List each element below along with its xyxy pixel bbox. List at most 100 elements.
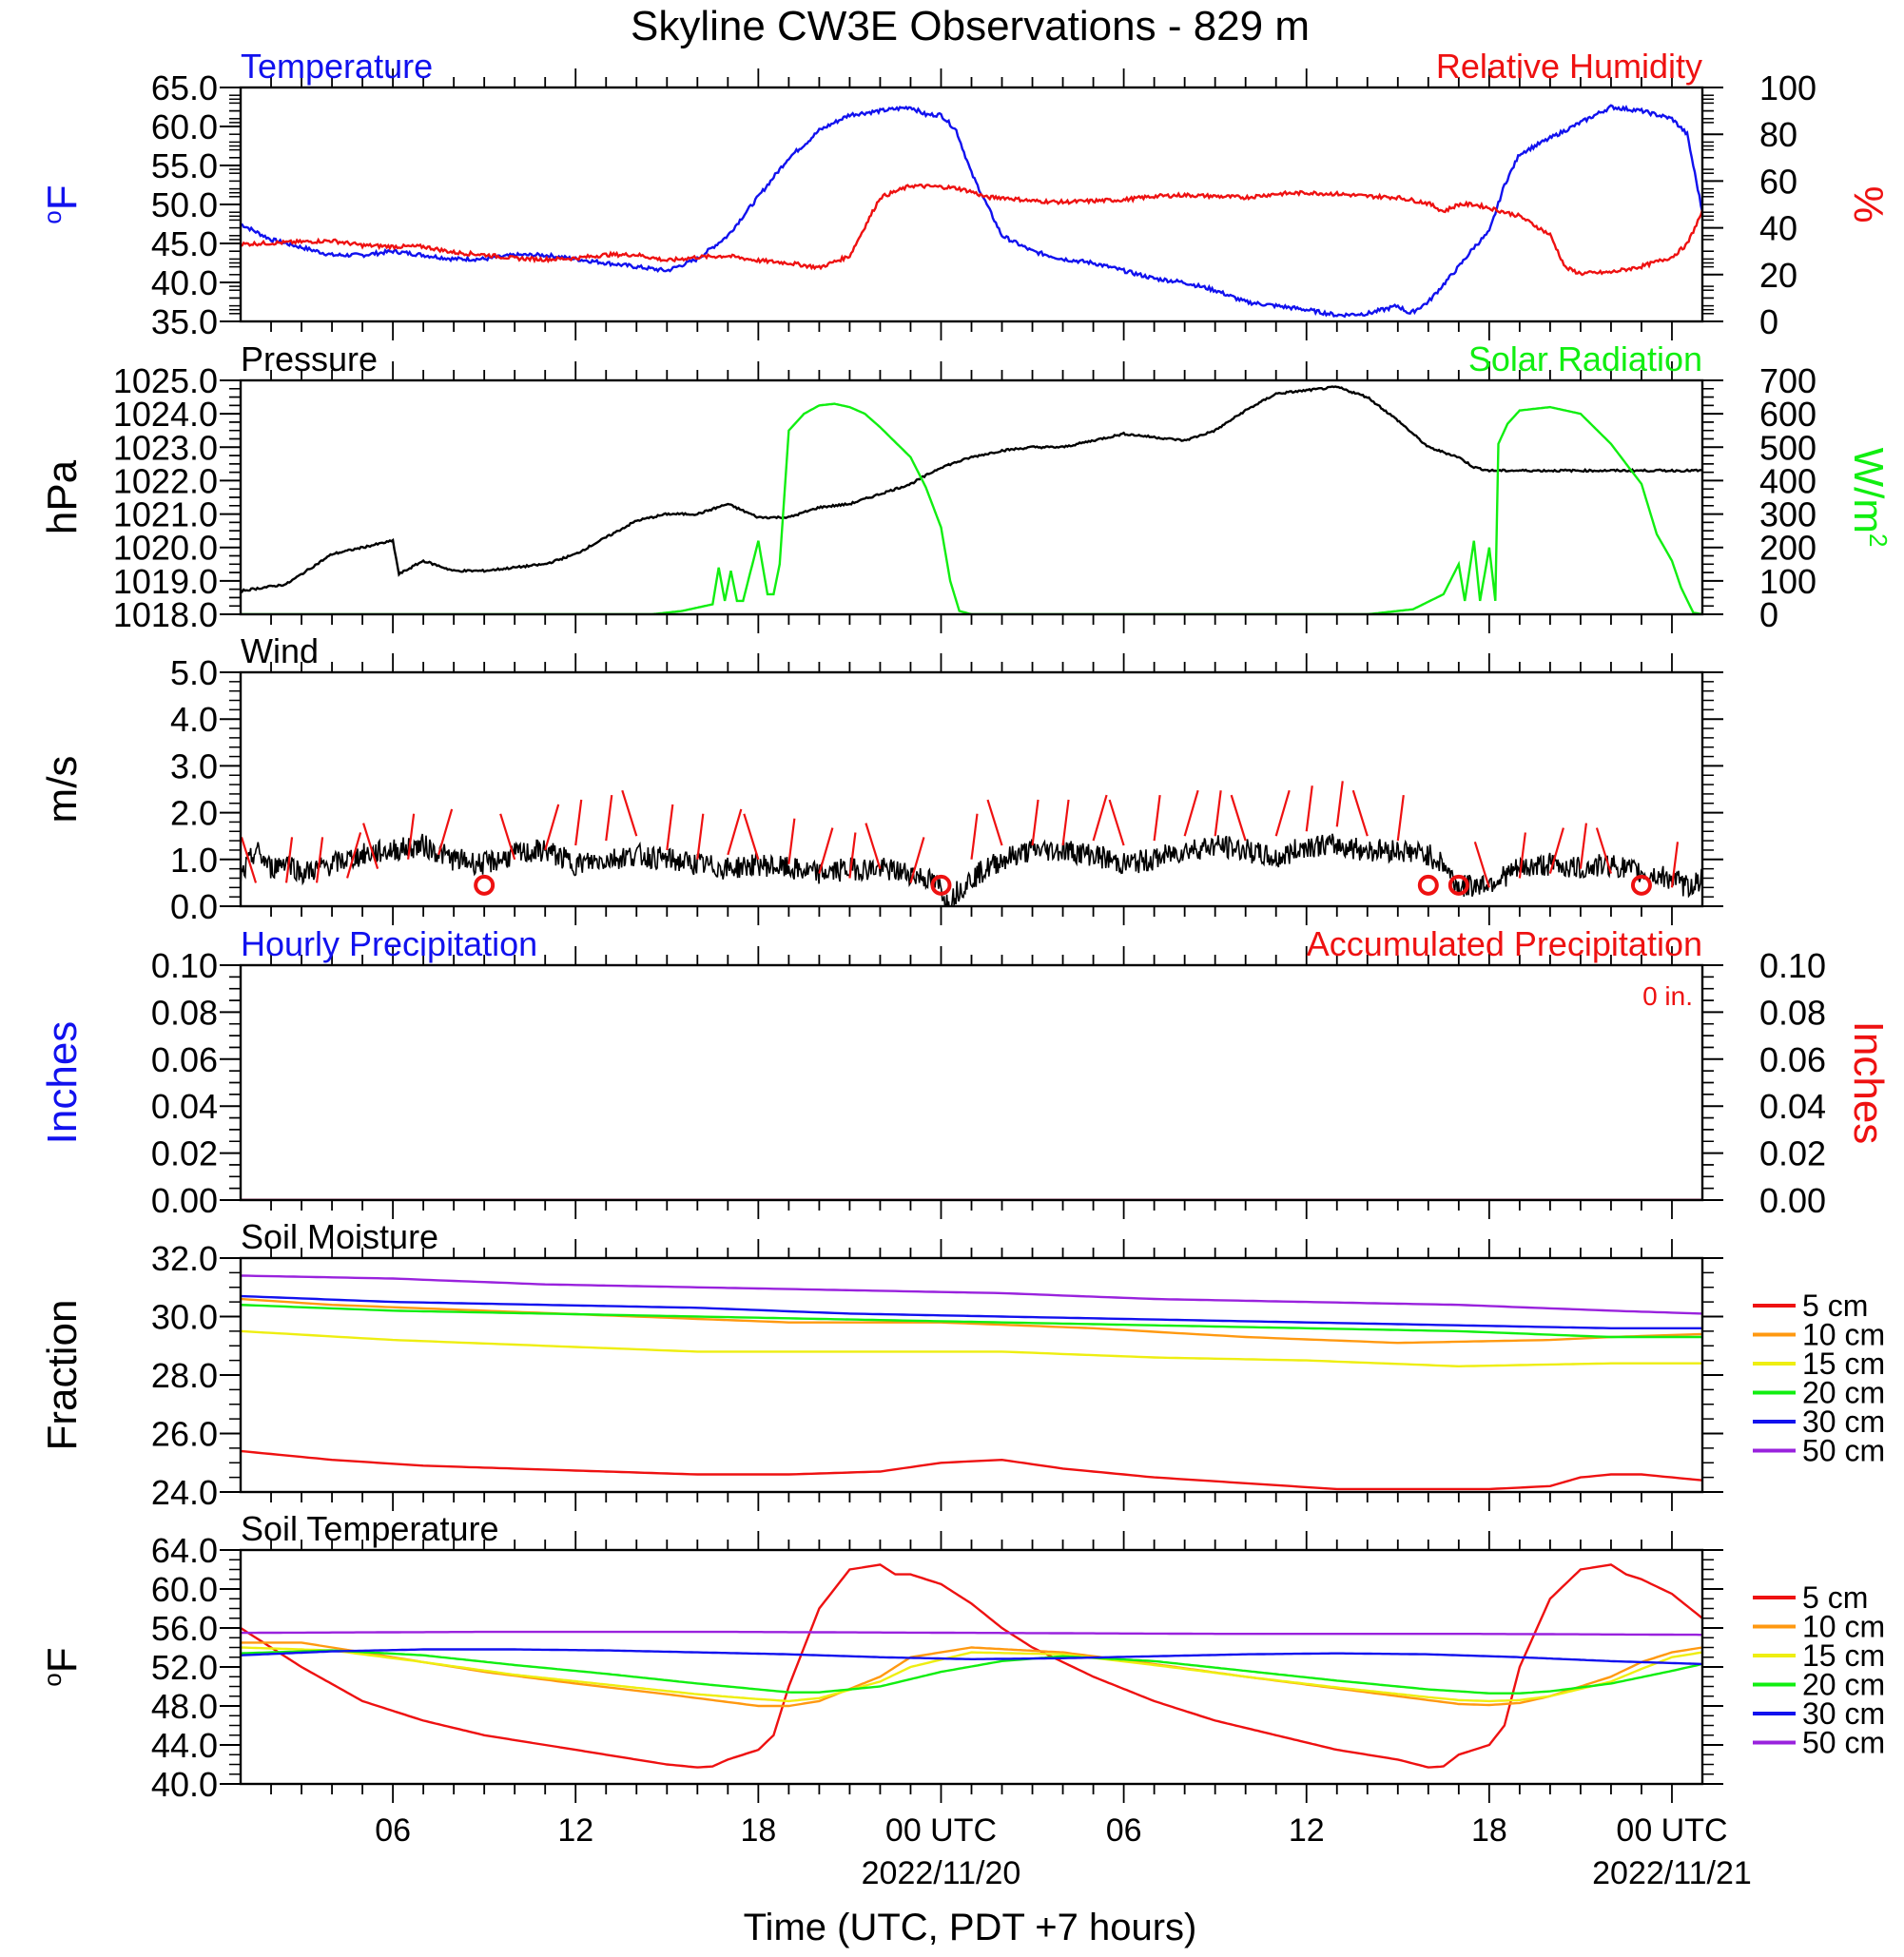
legend-label: 50 cm (1802, 1726, 1885, 1760)
y-tick-label-left: 0.0 (170, 887, 218, 926)
wind-barb (407, 813, 416, 860)
series-line-pressure (241, 385, 1702, 593)
wind-barb (1153, 794, 1161, 842)
y-tick-label-right: 100 (1759, 562, 1817, 601)
series-line-15-cm (241, 1329, 1702, 1368)
y-tick-label-left: 55.0 (151, 146, 218, 185)
panel-title-left: Hourly Precipitation (241, 924, 537, 963)
y-tick-label-left: 1019.0 (113, 562, 218, 601)
calm-wind-marker (1447, 874, 1469, 896)
y-tick-label-right: 500 (1759, 428, 1817, 467)
chart-title: Skyline CW3E Observations - 829 m (631, 3, 1310, 49)
y-axis-label: oF (38, 1647, 86, 1686)
wind-barb (1351, 789, 1369, 837)
x-tick-date-label: 2022/11/21 (1592, 1855, 1752, 1891)
series-line-20-cm (241, 1304, 1702, 1339)
y-axis-label: Inches (1845, 1021, 1892, 1145)
wind-barb (1548, 827, 1564, 874)
y-tick-label-right: 200 (1759, 529, 1817, 568)
y-axis-label: hPa (39, 459, 86, 534)
legend-label: 5 cm (1802, 1580, 1868, 1615)
wind-barb (1274, 789, 1291, 837)
wind-barb (1183, 789, 1199, 837)
y-tick-label-left: 1022.0 (113, 461, 218, 500)
panel-title-left: Soil Moisture (241, 1217, 438, 1256)
y-tick-label-left: 1025.0 (113, 361, 218, 400)
y-tick-label-left: 1021.0 (113, 495, 218, 534)
calm-wind-marker (1630, 874, 1652, 896)
panel-wind: 0.0 1.0 2.0 3.0 4.0 5.0 Wind m/s (39, 631, 1723, 926)
wind-barb (865, 823, 882, 869)
x-tick-label: 18 (1471, 1812, 1507, 1849)
y-tick-label-left: 44.0 (151, 1726, 218, 1765)
legend-label: 10 cm (1802, 1610, 1885, 1644)
y-tick-label-left: 0.10 (151, 946, 218, 985)
x-tick-label: 00 UTC (885, 1812, 997, 1849)
wind-barb (970, 813, 979, 860)
y-axis-label: % (1845, 185, 1892, 223)
y-tick-label-right: 40 (1759, 209, 1797, 248)
y-tick-label-right: 0.08 (1759, 993, 1826, 1032)
panel-title-right: Solar Radiation (1468, 339, 1702, 378)
y-tick-label-left: 40.0 (151, 1765, 218, 1804)
wind-barb (848, 832, 857, 879)
panel-title-right: Accumulated Precipitation (1307, 924, 1702, 963)
y-axis-label: oF (38, 184, 86, 223)
y-tick-label-left: 56.0 (151, 1609, 218, 1648)
wind-barb (1108, 799, 1125, 846)
x-tick-label: 18 (740, 1812, 776, 1849)
x-tick-label: 12 (1289, 1812, 1325, 1849)
wind-barb (362, 823, 379, 869)
y-tick-label-right: 300 (1759, 495, 1817, 534)
panel-soil-temperature: 40.044.048.052.056.060.064.0 Soil Tempera… (38, 1509, 1885, 1804)
legend-label: 50 cm (1802, 1434, 1885, 1468)
y-tick-label-left: 40.0 (151, 263, 218, 302)
y-tick-label-left: 64.0 (151, 1531, 218, 1570)
series-line-30-cm (241, 1648, 1702, 1666)
wind-barb (696, 813, 705, 860)
plot-area (241, 104, 1702, 319)
wind-barb (1518, 832, 1526, 879)
wind-barb (284, 837, 294, 883)
y-tick-label-left: 0.06 (151, 1040, 218, 1079)
legend-label: 30 cm (1802, 1696, 1885, 1731)
y-axis-label: Fraction (39, 1300, 86, 1451)
series-line-wind (241, 833, 1702, 906)
series-line-solar-radiation (241, 402, 1702, 614)
y-tick-label-left: 35.0 (151, 302, 218, 341)
series-line-temperature (241, 104, 1702, 319)
x-tick-label: 06 (1106, 1812, 1142, 1849)
wind-barb (727, 808, 743, 856)
y-tick-label-left: 0.04 (151, 1087, 218, 1126)
y-tick-label-left: 1024.0 (113, 395, 218, 434)
x-tick-label: 00 UTC (1616, 1812, 1727, 1849)
wind-barb (1092, 794, 1108, 842)
wind-barb (787, 818, 796, 864)
y-tick-label-left: 5.0 (170, 653, 218, 692)
panels: 35.040.045.050.055.060.065.0020406080100… (38, 47, 1893, 1891)
series-line-30-cm (241, 1294, 1702, 1329)
y-tick-label-left: 52.0 (151, 1648, 218, 1687)
wind-barb (621, 789, 638, 837)
wind-barb (818, 827, 834, 874)
wind-barb (743, 813, 760, 861)
x-tick-date-label: 2022/11/20 (862, 1855, 1021, 1891)
y-tick-label-left: 3.0 (170, 746, 218, 785)
y-tick-label-left: 1018.0 (113, 595, 218, 634)
panel-annotation: 0 in. (1642, 981, 1693, 1011)
series-line-10-cm (241, 1641, 1702, 1708)
y-tick-label-right: 0.10 (1759, 946, 1826, 985)
y-tick-label-left: 1020.0 (113, 529, 218, 568)
plot-area (241, 385, 1702, 614)
calm-wind-marker (930, 874, 952, 896)
wind-barb (499, 813, 516, 861)
panel-title-right: Relative Humidity (1436, 47, 1702, 86)
wind-barb (1214, 790, 1222, 837)
wind-barb (1595, 827, 1612, 874)
y-tick-label-right: 400 (1759, 461, 1817, 500)
x-tick-label: 06 (375, 1812, 411, 1849)
y-tick-label-right: 700 (1759, 361, 1817, 400)
wind-barb (437, 808, 454, 856)
y-axis-label: Inches (39, 1021, 86, 1145)
